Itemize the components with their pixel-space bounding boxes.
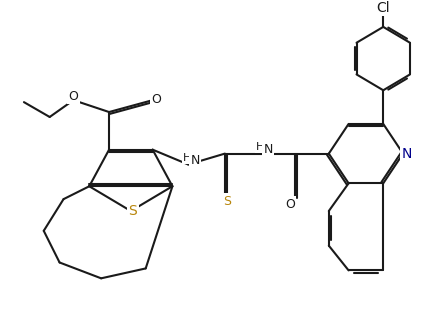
Text: N: N	[190, 154, 200, 167]
Text: O: O	[285, 197, 295, 210]
Text: O: O	[152, 93, 161, 106]
Text: H: H	[256, 142, 265, 152]
Text: Cl: Cl	[377, 1, 390, 15]
Text: O: O	[69, 90, 78, 103]
Text: N: N	[264, 143, 273, 156]
Text: H: H	[183, 153, 191, 162]
Text: S: S	[223, 195, 231, 208]
Text: N: N	[402, 147, 412, 161]
Text: S: S	[129, 204, 137, 218]
